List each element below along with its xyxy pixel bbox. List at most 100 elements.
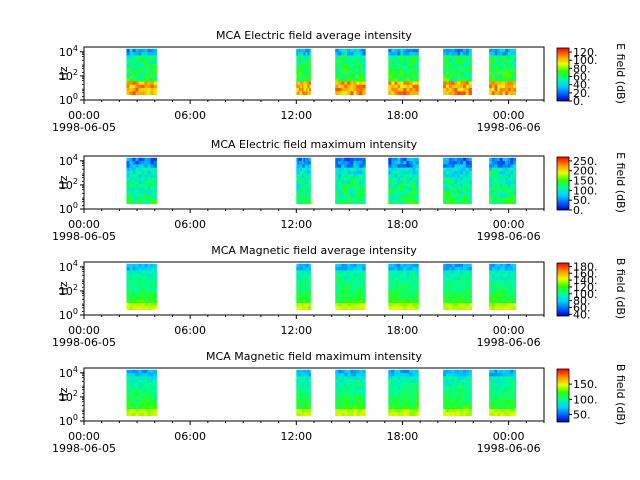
panel-title: MCA Magnetic field maximum intensity xyxy=(206,350,422,363)
colorbar-label: E field (dB) xyxy=(614,152,627,213)
x-tick-label: 00:00 xyxy=(493,324,525,337)
x-tick-label: 00:00 xyxy=(68,218,100,231)
colorbar: 0.20.40.60.80.100.120. xyxy=(556,46,598,108)
x-tick-label: 12:00 xyxy=(280,218,312,231)
x-tick-label: 18:00 xyxy=(387,430,419,443)
panel-1: MCA Electric field average intensityHz10… xyxy=(52,29,627,134)
y-tick-label: 100 xyxy=(59,201,78,216)
colorbar-tick-label: 40. xyxy=(573,308,591,321)
colorbar-tick-label: 150. xyxy=(573,175,598,188)
spectrogram-block xyxy=(296,157,311,204)
x-date-label: 1998-06-06 xyxy=(477,230,541,243)
spectrogram-block xyxy=(489,48,517,95)
y-axis-label: Hz xyxy=(57,387,70,401)
colorbar-label: B field (dB) xyxy=(614,364,627,425)
y-tick-label: 102 xyxy=(59,177,78,192)
colorbar-tick-label: 60. xyxy=(573,71,591,84)
x-tick-label: 18:00 xyxy=(387,218,419,231)
colorbar: 50. 100. 150. xyxy=(556,368,598,423)
x-tick-label: 06:00 xyxy=(174,218,206,231)
spectrogram-block xyxy=(126,48,157,95)
spectrogram-block xyxy=(388,369,419,416)
spectrogram-block xyxy=(335,369,366,416)
colorbar-tick-label: 40. xyxy=(573,79,591,92)
y-tick-label: 104 xyxy=(59,44,78,59)
x-tick-label: 00:00 xyxy=(493,218,525,231)
x-tick-label: 06:00 xyxy=(174,430,206,443)
y-tick-label: 100 xyxy=(59,307,78,322)
colorbar-tick-label: 160. xyxy=(573,267,598,280)
y-tick-label: 104 xyxy=(59,365,78,380)
y-tick-label: 104 xyxy=(59,259,78,274)
colorbar-tick-label: 120. xyxy=(573,46,598,59)
x-tick-label: 12:00 xyxy=(280,324,312,337)
colorbar-tick-label: 60. xyxy=(573,301,591,314)
colorbar-tick-label: 180. xyxy=(573,260,598,273)
x-tick-label: 00:00 xyxy=(68,109,100,122)
spectrogram-block xyxy=(388,157,419,204)
colorbar-tick-label: 140. xyxy=(573,274,598,287)
x-tick-label: 12:00 xyxy=(280,109,312,122)
colorbar-label: E field (dB) xyxy=(614,43,627,104)
spectrogram-block xyxy=(296,369,311,416)
x-date-label: 1998-06-06 xyxy=(477,336,541,349)
y-axis-label: Hz xyxy=(57,66,70,80)
colorbar: 0.50.100.150.200.250. xyxy=(556,155,598,217)
colorbar-tick-label: 250. xyxy=(573,155,598,168)
colorbar-tick-label: 100. xyxy=(573,184,598,197)
panel-3: MCA Magnetic field average intensityHz10… xyxy=(52,244,627,349)
colorbar-tick-label: 200. xyxy=(573,165,598,178)
panel-2: MCA Electric field maximum intensityHz10… xyxy=(52,138,627,243)
spectrogram-block xyxy=(335,48,366,95)
spectrogram-block xyxy=(443,369,472,416)
colorbar-tick-label: 150. xyxy=(573,378,598,391)
x-tick-label: 18:00 xyxy=(387,324,419,337)
spectrogram-block xyxy=(335,157,366,204)
spectrogram-block xyxy=(489,369,517,416)
colorbar-tick-label: 50. xyxy=(573,194,591,207)
spectrogram-block xyxy=(489,263,517,310)
spectrogram-block xyxy=(388,263,419,310)
spectrogram-block xyxy=(126,157,157,204)
colorbar-tick-label: 80. xyxy=(573,62,591,75)
panel-title: MCA Electric field average intensity xyxy=(216,29,412,42)
y-axis-label: Hz xyxy=(57,175,70,189)
spectrogram-block xyxy=(126,369,157,416)
y-tick-label: 104 xyxy=(59,153,78,168)
spectrogram-block xyxy=(296,263,311,310)
x-tick-label: 06:00 xyxy=(174,324,206,337)
x-date-label: 1998-06-06 xyxy=(477,442,541,455)
colorbar-tick-label: 20. xyxy=(573,87,591,100)
x-tick-label: 06:00 xyxy=(174,109,206,122)
y-tick-label: 100 xyxy=(59,413,78,428)
x-tick-label: 00:00 xyxy=(68,324,100,337)
colorbar-tick-label: 120. xyxy=(573,281,598,294)
panel-4: MCA Magnetic field maximum intensity Hz 10… xyxy=(52,350,627,455)
colorbar-tick-label: 100. xyxy=(573,288,598,301)
x-date-label: 1998-06-05 xyxy=(52,121,116,134)
spectrogram-block xyxy=(443,48,472,95)
x-tick-label: 12:00 xyxy=(280,430,312,443)
colorbar-tick-label: 0. xyxy=(573,204,584,217)
x-tick-label: 18:00 xyxy=(387,109,419,122)
panel-title: MCA Magnetic field average intensity xyxy=(211,244,417,257)
spectrogram-block xyxy=(335,263,366,310)
x-tick-label: 00:00 xyxy=(493,430,525,443)
colorbar-tick-label: 100. xyxy=(573,393,598,406)
x-date-label: 1998-06-05 xyxy=(52,442,116,455)
spectrogram-block xyxy=(388,48,419,95)
x-date-label: 1998-06-06 xyxy=(477,121,541,134)
spectrogram-block xyxy=(126,263,157,310)
y-tick-label: 100 xyxy=(59,92,78,107)
y-tick-label: 102 xyxy=(59,283,78,298)
x-tick-label: 00:00 xyxy=(493,109,525,122)
colorbar-tick-label: 100. xyxy=(573,54,598,67)
y-tick-label: 102 xyxy=(59,68,78,83)
spectrogram-block xyxy=(443,263,472,310)
colorbar-tick-label: 0. xyxy=(573,95,584,108)
colorbar: 40.60.80.100.120.140.160.180. xyxy=(556,260,598,321)
spectrogram-block xyxy=(296,48,311,95)
x-tick-label: 00:00 xyxy=(68,430,100,443)
x-date-label: 1998-06-05 xyxy=(52,230,116,243)
colorbar-tick-label: 80. xyxy=(573,295,591,308)
